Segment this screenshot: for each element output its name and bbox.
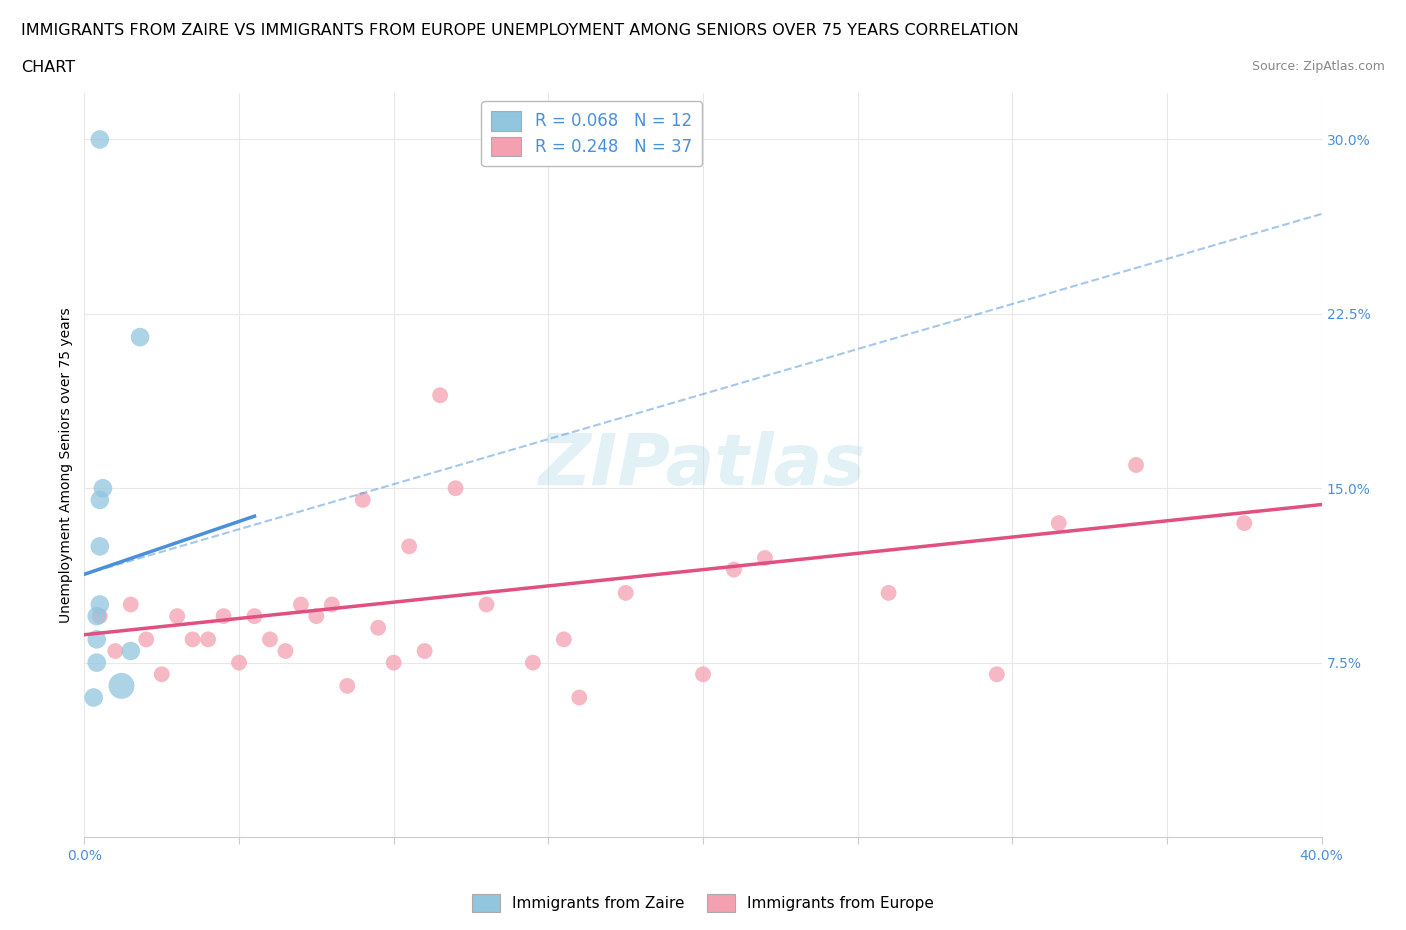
Point	[110, 679, 132, 694]
Point	[877, 586, 900, 601]
Point	[166, 609, 188, 624]
Point	[274, 644, 297, 658]
Point	[212, 609, 235, 624]
Point	[398, 539, 420, 554]
Point	[1047, 516, 1070, 531]
Point	[568, 690, 591, 705]
Point	[89, 597, 111, 612]
Point	[150, 667, 173, 682]
Legend: R = 0.068   N = 12, R = 0.248   N = 37: R = 0.068 N = 12, R = 0.248 N = 37	[481, 101, 702, 166]
Point	[91, 481, 114, 496]
Point	[352, 493, 374, 508]
Point	[86, 609, 108, 624]
Point	[553, 632, 575, 647]
Text: ZIPatlas: ZIPatlas	[540, 431, 866, 499]
Point	[429, 388, 451, 403]
Point	[367, 620, 389, 635]
Point	[86, 632, 108, 647]
Point	[243, 609, 266, 624]
Point	[89, 493, 111, 508]
Point	[120, 597, 142, 612]
Text: Source: ZipAtlas.com: Source: ZipAtlas.com	[1251, 60, 1385, 73]
Point	[321, 597, 343, 612]
Point	[692, 667, 714, 682]
Text: IMMIGRANTS FROM ZAIRE VS IMMIGRANTS FROM EUROPE UNEMPLOYMENT AMONG SENIORS OVER : IMMIGRANTS FROM ZAIRE VS IMMIGRANTS FROM…	[21, 23, 1019, 38]
Point	[83, 690, 105, 705]
Point	[475, 597, 498, 612]
Point	[135, 632, 157, 647]
Point	[522, 656, 544, 671]
Point	[86, 656, 108, 671]
Point	[89, 132, 111, 147]
Point	[382, 656, 405, 671]
Point	[290, 597, 312, 612]
Point	[197, 632, 219, 647]
Point	[614, 586, 637, 601]
Point	[413, 644, 436, 658]
Point	[1233, 516, 1256, 531]
Point	[986, 667, 1008, 682]
Point	[336, 679, 359, 694]
Text: CHART: CHART	[21, 60, 75, 75]
Point	[129, 330, 152, 345]
Point	[259, 632, 281, 647]
Point	[305, 609, 328, 624]
Legend: Immigrants from Zaire, Immigrants from Europe: Immigrants from Zaire, Immigrants from E…	[465, 888, 941, 918]
Point	[89, 539, 111, 554]
Point	[120, 644, 142, 658]
Y-axis label: Unemployment Among Seniors over 75 years: Unemployment Among Seniors over 75 years	[59, 307, 73, 623]
Point	[1125, 458, 1147, 472]
Point	[89, 609, 111, 624]
Point	[723, 562, 745, 577]
Point	[444, 481, 467, 496]
Point	[754, 551, 776, 565]
Point	[228, 656, 250, 671]
Point	[181, 632, 204, 647]
Point	[104, 644, 127, 658]
